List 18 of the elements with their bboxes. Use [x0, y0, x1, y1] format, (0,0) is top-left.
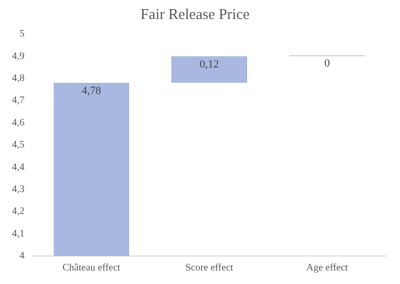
y-tick-label: 4,7 [12, 95, 24, 106]
data-label: 4,78 [82, 85, 102, 98]
y-tick-label: 5 [20, 28, 24, 40]
x-tick-label: Château effect [62, 262, 121, 274]
y-tick-label: 4,5 [12, 140, 24, 151]
x-tick-label: Age effect [306, 262, 348, 274]
y-tick-label: 4,9 [12, 50, 24, 62]
y-tick-label: 4,4 [12, 162, 24, 173]
data-label: 0,12 [200, 58, 219, 71]
chart-title: Fair Release Price [140, 6, 250, 23]
y-tick-label: 4,3 [12, 184, 24, 196]
y-tick-label: 4,8 [12, 73, 24, 84]
y-tick-label: 4,2 [12, 206, 24, 218]
data-label: 0 [324, 58, 330, 70]
y-tick-label: 4,1 [12, 228, 24, 240]
x-tick-label: Score effect [185, 262, 234, 274]
y-tick-label: 4 [20, 250, 24, 262]
y-tick-label: 4,6 [12, 117, 24, 128]
